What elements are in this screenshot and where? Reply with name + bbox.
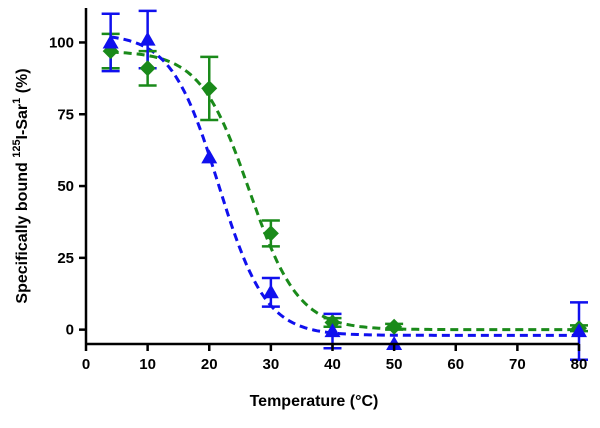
- y-tick-label: 100: [49, 34, 74, 51]
- diamond-marker: [262, 225, 279, 242]
- x-tick-label: 20: [201, 356, 218, 373]
- fit-curves: [110, 35, 579, 337]
- triangle-marker: [201, 149, 218, 164]
- x-tick-label: 30: [263, 356, 280, 373]
- x-axis-title: Temperature (°C): [250, 393, 379, 410]
- y-tick-label: 0: [66, 322, 74, 339]
- data-markers: [102, 31, 587, 350]
- triangle-marker: [571, 323, 587, 338]
- diamond-marker: [324, 314, 341, 331]
- triangle-marker: [262, 284, 279, 299]
- triangle-marker: [324, 323, 341, 338]
- y-axis-title-prefix: Specifically bound: [14, 158, 31, 304]
- triangle-marker: [102, 34, 119, 49]
- triangle-marker: [139, 31, 156, 46]
- y-axis-title-sup2: 1: [11, 98, 23, 104]
- x-axis-ticks: 0 10 20 30 40 50 60 70 80: [82, 344, 588, 373]
- x-tick-label: 10: [139, 356, 156, 373]
- x-tick-label: 80: [571, 356, 588, 373]
- fit-curve-0: [110, 50, 579, 332]
- y-axis-title-middle: I-Sar: [14, 104, 31, 140]
- y-axis-title-suffix: (%): [14, 68, 31, 97]
- x-tick-label: 40: [324, 356, 341, 373]
- x-tick-label: 70: [509, 356, 526, 373]
- diamond-marker: [386, 318, 403, 335]
- y-axis-title: Specifically bound 125I-Sar1 (%): [11, 68, 31, 303]
- x-tick-label: 0: [82, 356, 90, 373]
- y-tick-label: 75: [57, 106, 74, 123]
- fit-curve-1: [110, 35, 579, 337]
- y-axis-title-sup1: 125: [11, 139, 23, 157]
- x-tick-label: 60: [447, 356, 464, 373]
- y-tick-label: 50: [57, 178, 74, 195]
- y-tick-label: 25: [57, 250, 74, 267]
- diamond-marker: [139, 60, 156, 77]
- x-tick-label: 50: [386, 356, 403, 373]
- diamond-marker: [201, 80, 218, 97]
- y-axis-ticks: 0 25 50 75 100: [49, 34, 86, 339]
